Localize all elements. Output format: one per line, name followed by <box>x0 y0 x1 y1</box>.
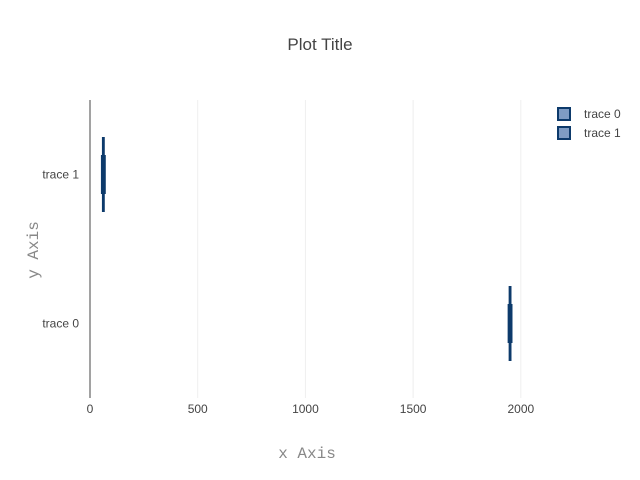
legend-label: trace 1 <box>584 126 621 140</box>
legend[interactable]: trace 0 trace 1 <box>557 107 621 140</box>
legend-swatch <box>557 126 571 140</box>
box-trace <box>507 286 513 361</box>
x-tick-label: 0 <box>87 402 94 416</box>
x-tick-label: 500 <box>188 402 208 416</box>
x-gridlines <box>197 100 522 398</box>
x-tick-labels: 0 500 1000 1500 2000 <box>87 402 535 416</box>
x-tick-label: 1000 <box>292 402 319 416</box>
legend-label: trace 0 <box>584 107 621 121</box>
box-traces <box>100 137 513 361</box>
legend-item[interactable]: trace 0 <box>557 107 621 121</box>
x-axis-title: x Axis <box>278 445 336 463</box>
legend-item[interactable]: trace 1 <box>557 126 621 140</box>
x-tick-label: 2000 <box>507 402 534 416</box>
y-axis-title: y Axis <box>25 221 43 279</box>
x-tick-label: 1500 <box>400 402 427 416</box>
box-trace <box>100 137 106 212</box>
y-tick-labels: trace 0 trace 1 <box>42 168 79 331</box>
chart-title: Plot Title <box>287 35 352 54</box>
legend-swatch <box>557 107 571 121</box>
y-tick-label: trace 0 <box>42 317 79 331</box>
y-tick-label: trace 1 <box>42 168 79 182</box>
